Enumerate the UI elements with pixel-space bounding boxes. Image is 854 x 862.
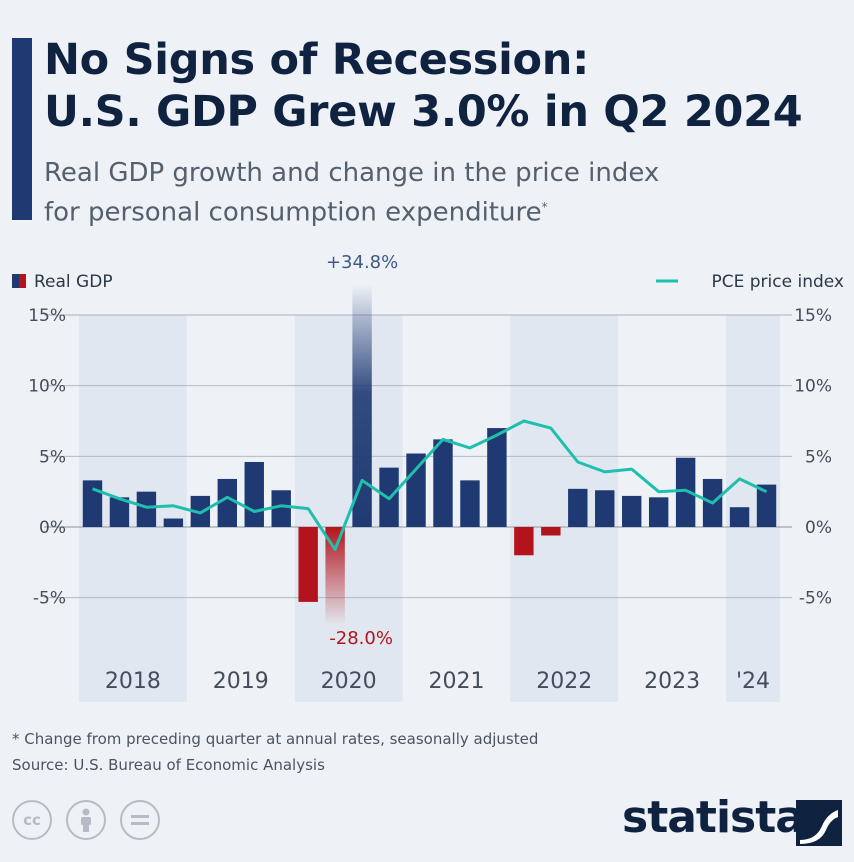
statista-logo[interactable]: statista — [622, 792, 805, 843]
gdp-bar — [568, 488, 588, 527]
year-label: 2023 — [644, 669, 700, 694]
max-value-label: +34.8% — [326, 252, 398, 273]
title-line-2: U.S. GDP Grew 3.0% in Q2 2024 — [44, 87, 803, 137]
y-tick-label-left: 10% — [28, 377, 66, 397]
legend-swatch-gdp-positive — [12, 274, 19, 288]
gdp-bar — [460, 480, 480, 527]
year-label: '24 — [736, 669, 770, 694]
gdp-bar — [244, 461, 264, 527]
legend-swatch-gdp-negative — [19, 274, 26, 288]
no-derivatives-icon[interactable] — [120, 800, 160, 840]
legend-label-pce: PCE price index — [712, 272, 845, 292]
gdp-bar — [729, 507, 750, 527]
y-tick-label-right: 0% — [805, 518, 832, 538]
y-tick-label-left: 15% — [28, 306, 66, 326]
year-label: 2020 — [321, 669, 377, 694]
gdp-bar — [675, 457, 696, 527]
gdp-bar — [298, 527, 318, 602]
gdp-chart: 2018 2019 2020 2021 2022 2023 '24 -5% -5% 0% 0% 5% 5… — [12, 252, 845, 702]
gdp-bar — [648, 497, 669, 527]
footnote-block: * Change from preceding quarter at annua… — [12, 726, 538, 778]
attribution-icon[interactable] — [66, 800, 106, 840]
y-tick-label-right: 15% — [794, 306, 832, 326]
y-tick-label-left: 5% — [39, 447, 66, 467]
y-tick-label-left: 0% — [39, 518, 66, 538]
min-value-label: -28.0% — [329, 628, 393, 649]
y-tick-label-right: 10% — [794, 377, 832, 397]
subtitle-line-2-wrap: for personal consumption expenditure* — [44, 190, 659, 230]
year-label: 2018 — [105, 669, 161, 694]
gdp-bar — [622, 495, 642, 527]
subtitle-line-1: Real GDP growth and change in the price … — [44, 158, 660, 188]
gdp-bar — [541, 527, 561, 536]
subtitle-footnote-mark: * — [541, 200, 548, 214]
page-subtitle: Real GDP growth and change in the price … — [44, 156, 659, 230]
legend-label-gdp: Real GDP — [34, 272, 113, 292]
gdp-bar — [756, 484, 777, 527]
gdp-bar — [325, 527, 345, 625]
gdp-bar — [271, 490, 291, 527]
year-label: 2022 — [536, 669, 592, 694]
gdp-bar — [487, 428, 507, 527]
gdp-bar — [82, 480, 103, 527]
gdp-bar — [514, 527, 534, 556]
gdp-bar — [109, 497, 130, 527]
pce-line — [91, 419, 768, 552]
subtitle-line-2: for personal consumption expenditure — [44, 197, 542, 228]
gdp-bar — [433, 439, 453, 527]
gdp-bar — [406, 453, 426, 527]
gdp-bar — [595, 490, 615, 527]
gdp-bar — [163, 518, 184, 527]
year-label: 2019 — [213, 669, 269, 694]
page-title: No Signs of Recession: U.S. GDP Grew 3.0… — [44, 34, 803, 138]
y-tick-label-right: -5% — [799, 589, 832, 609]
cc-text: cc — [23, 811, 41, 829]
title-line-1: No Signs of Recession: — [44, 35, 589, 85]
footnote-text: * Change from preceding quarter at annua… — [12, 730, 539, 748]
gdp-bar — [217, 478, 237, 527]
y-tick-label-left: -5% — [33, 589, 66, 609]
source-text: Source: U.S. Bureau of Economic Analysis — [12, 756, 325, 774]
y-tick-label-right: 5% — [805, 447, 832, 467]
statista-logo-mark-icon — [796, 800, 842, 846]
title-accent-bar — [12, 38, 32, 220]
gdp-bar — [352, 284, 372, 527]
creative-commons-icon[interactable]: cc — [12, 800, 52, 840]
gdp-bar — [136, 491, 157, 527]
year-label: 2021 — [428, 669, 484, 694]
